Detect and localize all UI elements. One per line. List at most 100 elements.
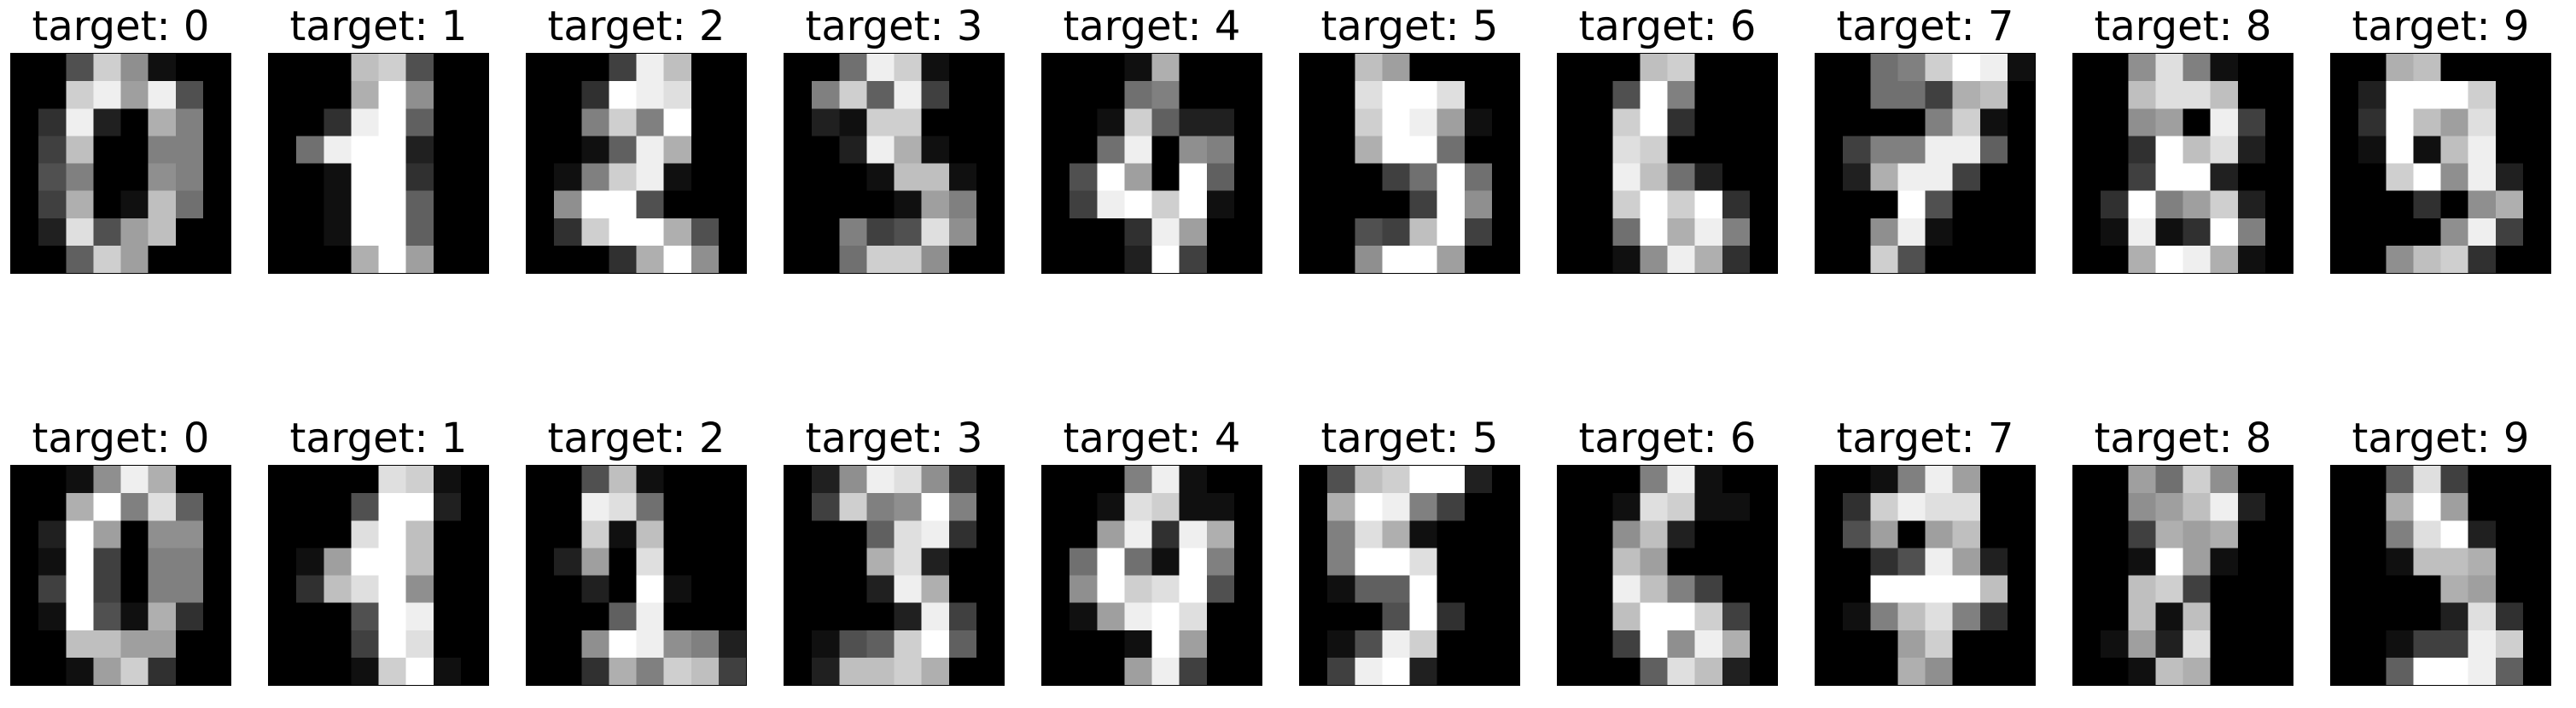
pixel-cell xyxy=(2413,466,2442,494)
pixel-cell xyxy=(1749,630,1777,659)
pixel-cell xyxy=(1409,81,1438,109)
pixel-cell xyxy=(2440,245,2469,273)
pixel-cell xyxy=(1612,575,1641,604)
pixel-cell xyxy=(351,136,380,165)
pixel-cell xyxy=(636,493,665,521)
pixel-cell xyxy=(2128,163,2157,192)
pixel-cell xyxy=(2413,520,2442,549)
pixel-cell xyxy=(2468,108,2497,137)
pixel-cell xyxy=(1558,81,1586,109)
pixel-cell xyxy=(2101,575,2129,604)
digit-panel: target: 9 xyxy=(2330,0,2551,274)
pixel-cell xyxy=(2183,493,2212,521)
pixel-cell xyxy=(1870,136,1899,165)
pixel-cell xyxy=(581,81,610,109)
pixel-cell xyxy=(1870,466,1899,494)
pixel-cell xyxy=(1300,136,1328,165)
pixel-cell xyxy=(1815,575,1844,604)
pixel-cell xyxy=(1612,548,1641,577)
digit-panel: target: 5 xyxy=(1299,412,1520,686)
pixel-cell xyxy=(921,136,950,165)
pixel-cell xyxy=(296,190,324,219)
pixel-cell xyxy=(66,190,95,219)
pixel-cell xyxy=(609,245,638,273)
pixel-cell xyxy=(1409,630,1438,659)
pixel-cell xyxy=(812,108,840,137)
digit-image xyxy=(1815,465,2036,686)
pixel-cell xyxy=(1491,493,1519,521)
pixel-cell xyxy=(1179,245,1208,273)
pixel-cell xyxy=(1327,54,1355,82)
pixel-cell xyxy=(1667,575,1696,604)
pixel-cell xyxy=(921,602,950,631)
pixel-cell xyxy=(2007,657,2035,685)
pixel-cell xyxy=(66,245,95,273)
pixel-cell xyxy=(1382,493,1411,521)
digit-image xyxy=(1299,53,1520,274)
pixel-cell xyxy=(1925,218,1954,247)
pixel-cell xyxy=(1952,548,1981,577)
pixel-cell xyxy=(718,81,746,109)
pixel-cell xyxy=(1437,520,1466,549)
pixel-cell xyxy=(1097,575,1126,604)
panel-title: target: 3 xyxy=(805,415,983,462)
pixel-cell xyxy=(1640,575,1669,604)
pixel-cell xyxy=(1979,136,2008,165)
pixel-cell xyxy=(2128,190,2157,219)
pixel-cell xyxy=(1233,136,1262,165)
pixel-cell xyxy=(1151,493,1180,521)
pixel-cell xyxy=(609,218,638,247)
pixel-cell xyxy=(894,630,923,659)
pixel-cell xyxy=(1979,493,2008,521)
pixel-cell xyxy=(663,493,692,521)
pixel-cell xyxy=(866,493,895,521)
pixel-cell xyxy=(948,81,977,109)
pixel-cell xyxy=(718,548,746,577)
pixel-cell xyxy=(948,163,977,192)
pixel-cell xyxy=(93,54,122,82)
pixel-cell xyxy=(1925,657,1954,685)
digit-panel: target: 2 xyxy=(526,0,747,274)
pixel-cell xyxy=(2264,602,2293,631)
pixel-cell xyxy=(296,493,324,521)
digit-panel: target: 8 xyxy=(2072,412,2293,686)
pixel-cell xyxy=(1179,54,1208,82)
pixel-cell xyxy=(2386,466,2415,494)
pixel-cell xyxy=(1151,657,1180,685)
pixel-cell xyxy=(148,245,177,273)
panel-title: target: 5 xyxy=(1320,3,1499,50)
pixel-cell xyxy=(11,493,39,521)
pixel-cell xyxy=(1355,163,1384,192)
pixel-cell xyxy=(1843,218,1871,247)
pixel-cell xyxy=(1979,657,2008,685)
pixel-cell xyxy=(202,575,230,604)
pixel-cell xyxy=(1097,163,1126,192)
pixel-cell xyxy=(323,548,353,577)
pixel-cell xyxy=(554,657,582,685)
pixel-cell xyxy=(378,520,407,549)
pixel-cell xyxy=(1097,466,1126,494)
pixel-cell xyxy=(1585,548,1613,577)
pixel-cell xyxy=(1382,163,1411,192)
pixel-cell xyxy=(894,81,923,109)
pixel-cell xyxy=(1585,657,1613,685)
pixel-cell xyxy=(2358,630,2387,659)
pixel-cell xyxy=(2183,575,2212,604)
pixel-cell xyxy=(38,218,67,247)
pixel-cell xyxy=(581,575,610,604)
pixel-cell xyxy=(1382,81,1411,109)
pixel-cell xyxy=(351,108,380,137)
pixel-cell xyxy=(1558,108,1586,137)
pixel-cell xyxy=(1464,575,1493,604)
pixel-cell xyxy=(1437,602,1466,631)
pixel-cell xyxy=(1124,575,1153,604)
pixel-cell xyxy=(1897,602,1926,631)
pixel-cell xyxy=(866,245,895,273)
pixel-cell xyxy=(1694,108,1723,137)
pixel-cell xyxy=(1069,245,1098,273)
digit-image xyxy=(1041,53,1262,274)
pixel-cell xyxy=(1069,630,1098,659)
pixel-cell xyxy=(1897,493,1926,521)
pixel-cell xyxy=(554,218,582,247)
pixel-cell xyxy=(2440,493,2469,521)
